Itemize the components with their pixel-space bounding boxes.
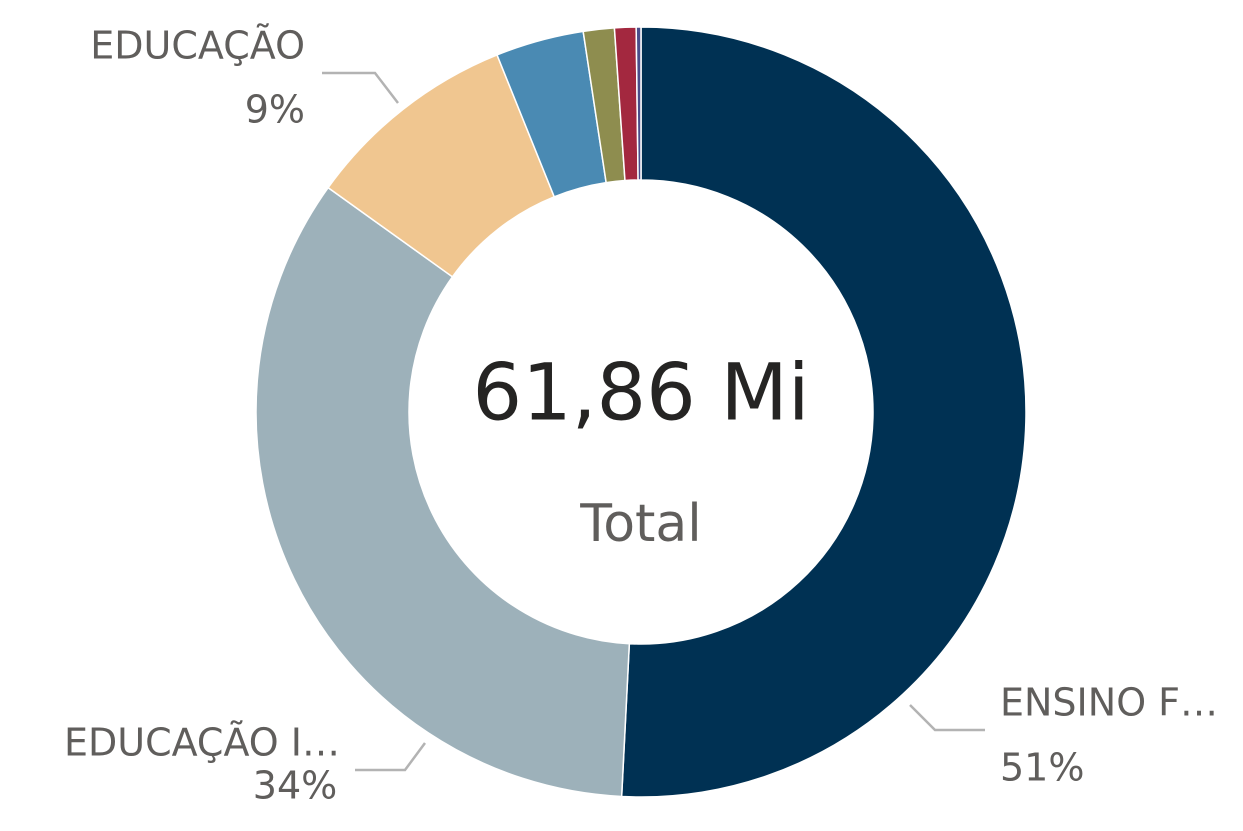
- leader-line: [322, 71, 399, 104]
- donut-slice: [255, 186, 631, 798]
- slice-value: 51%: [1000, 746, 1084, 790]
- slice-label: EDUCAÇÃO: [90, 24, 305, 68]
- slice-label: EDUCAÇÃO I…: [64, 721, 340, 765]
- leader-line: [909, 704, 985, 732]
- slice-label: ENSINO F…: [1000, 681, 1218, 725]
- center-value: 61,86 Mi: [472, 348, 809, 438]
- slice-value: 34%: [253, 764, 337, 808]
- slice-value: 9%: [245, 88, 305, 132]
- donut-slice: [620, 26, 1027, 798]
- donut-slice: [635, 26, 642, 181]
- center-label: Total: [579, 494, 701, 554]
- leader-line: [355, 742, 427, 772]
